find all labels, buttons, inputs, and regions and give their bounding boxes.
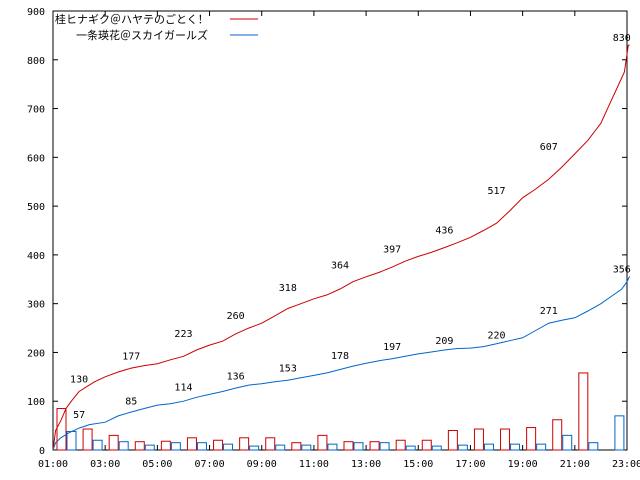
data-label: 223 <box>174 329 192 340</box>
data-label: 85 <box>125 397 137 408</box>
x-tick-label: 23:00 <box>612 459 640 470</box>
y-tick-label: 800 <box>27 56 45 67</box>
data-label: 220 <box>488 331 506 342</box>
hourly-bar <box>223 443 234 451</box>
hourly-bar <box>526 427 537 451</box>
x-tick-label: 09:00 <box>247 459 277 470</box>
hourly-bar <box>588 442 599 451</box>
y-tick-label: 200 <box>27 348 45 359</box>
data-label: 209 <box>435 336 453 347</box>
y-tick-label: 400 <box>27 251 45 262</box>
x-tick-label: 11:00 <box>299 459 329 470</box>
hourly-bar <box>447 429 458 451</box>
hourly-bar <box>134 441 145 451</box>
data-label: 136 <box>227 372 245 383</box>
hourly-bar <box>317 434 328 451</box>
hourly-bar <box>160 440 171 451</box>
legend-label-series-2: 一条瑛花＠スカイガールズ <box>76 28 208 42</box>
x-tick-label: 05:00 <box>142 459 172 470</box>
hourly-bar <box>457 444 468 451</box>
hourly-bar <box>431 445 442 451</box>
series-line <box>52 44 630 451</box>
legend: 桂ヒナギク＠ハヤテのごとく！ 一条瑛花＠スカイガールズ <box>55 12 258 42</box>
data-label: 178 <box>331 351 349 362</box>
hourly-bar <box>108 434 119 451</box>
hourly-bar <box>249 445 260 451</box>
data-label: 197 <box>383 342 401 353</box>
hourly-bar <box>118 441 129 451</box>
hourly-bar <box>66 430 77 451</box>
x-tick-label: 19:00 <box>508 459 538 470</box>
series-line <box>52 276 631 451</box>
hourly-bar <box>265 437 276 451</box>
plot-frame <box>52 10 628 451</box>
x-tick-label: 15:00 <box>403 459 433 470</box>
y-tick-label: 100 <box>27 397 45 408</box>
hourly-bar <box>213 439 224 451</box>
hourly-bar <box>144 444 155 451</box>
x-tick-label: 13:00 <box>351 459 381 470</box>
x-tick-label: 17:00 <box>455 459 485 470</box>
hourly-bar <box>196 442 207 451</box>
y-tick-label: 0 <box>39 446 45 457</box>
x-tick-label: 01:00 <box>38 459 68 470</box>
data-labels: 130 177 223 260 318 364 397 436 517 607 830 57 85 114… <box>70 33 631 421</box>
hourly-bar <box>170 442 181 451</box>
hourly-bar <box>395 439 406 451</box>
y-tick-label: 500 <box>27 202 45 213</box>
data-label: 153 <box>279 363 297 374</box>
hourly-bar <box>291 442 302 451</box>
hourly-bar <box>239 437 250 451</box>
data-label: 130 <box>70 375 88 386</box>
y-tick-label: 700 <box>27 105 45 116</box>
hourly-bar <box>552 419 563 451</box>
data-label: 356 <box>613 264 631 275</box>
hourly-bar <box>353 442 364 451</box>
hourly-bar <box>369 441 380 451</box>
data-label: 436 <box>435 225 453 236</box>
x-tick-label: 21:00 <box>560 459 590 470</box>
y-tick-label: 600 <box>27 153 45 164</box>
hourly-bar <box>500 428 511 451</box>
axes: 0 100 200 300 400 500 600 700 800 900 01:00 03:00 05… <box>27 7 640 470</box>
data-label: 318 <box>279 283 297 294</box>
hourly-bar <box>421 439 432 451</box>
hourly-bar <box>536 443 547 451</box>
hourly-bar <box>614 415 625 451</box>
hourly-bar <box>473 428 484 451</box>
hourly-bar <box>562 434 573 451</box>
y-tick-label: 900 <box>27 7 45 18</box>
hourly-bar <box>483 443 494 451</box>
data-label: 57 <box>73 410 85 421</box>
hourly-bar <box>56 408 67 451</box>
hourly-bar <box>82 428 93 451</box>
hourly-bar <box>275 444 286 451</box>
data-label: 114 <box>174 382 192 393</box>
data-label: 517 <box>488 186 506 197</box>
data-label: 830 <box>613 33 631 44</box>
data-label: 177 <box>122 352 140 363</box>
x-tick-label: 07:00 <box>194 459 224 470</box>
hourly-bar <box>578 372 589 451</box>
data-label: 364 <box>331 260 349 271</box>
hourly-bar <box>510 443 521 451</box>
bars <box>56 372 625 451</box>
data-label: 397 <box>383 244 401 255</box>
hourly-bar <box>301 444 312 451</box>
hourly-bar <box>343 441 354 451</box>
y-tick-label: 300 <box>27 300 45 311</box>
legend-label-series-1: 桂ヒナギク＠ハヤテのごとく！ <box>55 12 209 26</box>
lines <box>52 44 631 451</box>
hourly-bar <box>186 437 197 451</box>
hourly-bar <box>379 442 390 451</box>
hourly-bar <box>92 439 103 451</box>
data-label: 607 <box>540 142 558 153</box>
x-tick-label: 03:00 <box>90 459 120 470</box>
hourly-bar <box>327 443 338 451</box>
data-label: 260 <box>227 311 245 322</box>
hourly-bar <box>405 445 416 451</box>
data-label: 271 <box>540 306 558 317</box>
